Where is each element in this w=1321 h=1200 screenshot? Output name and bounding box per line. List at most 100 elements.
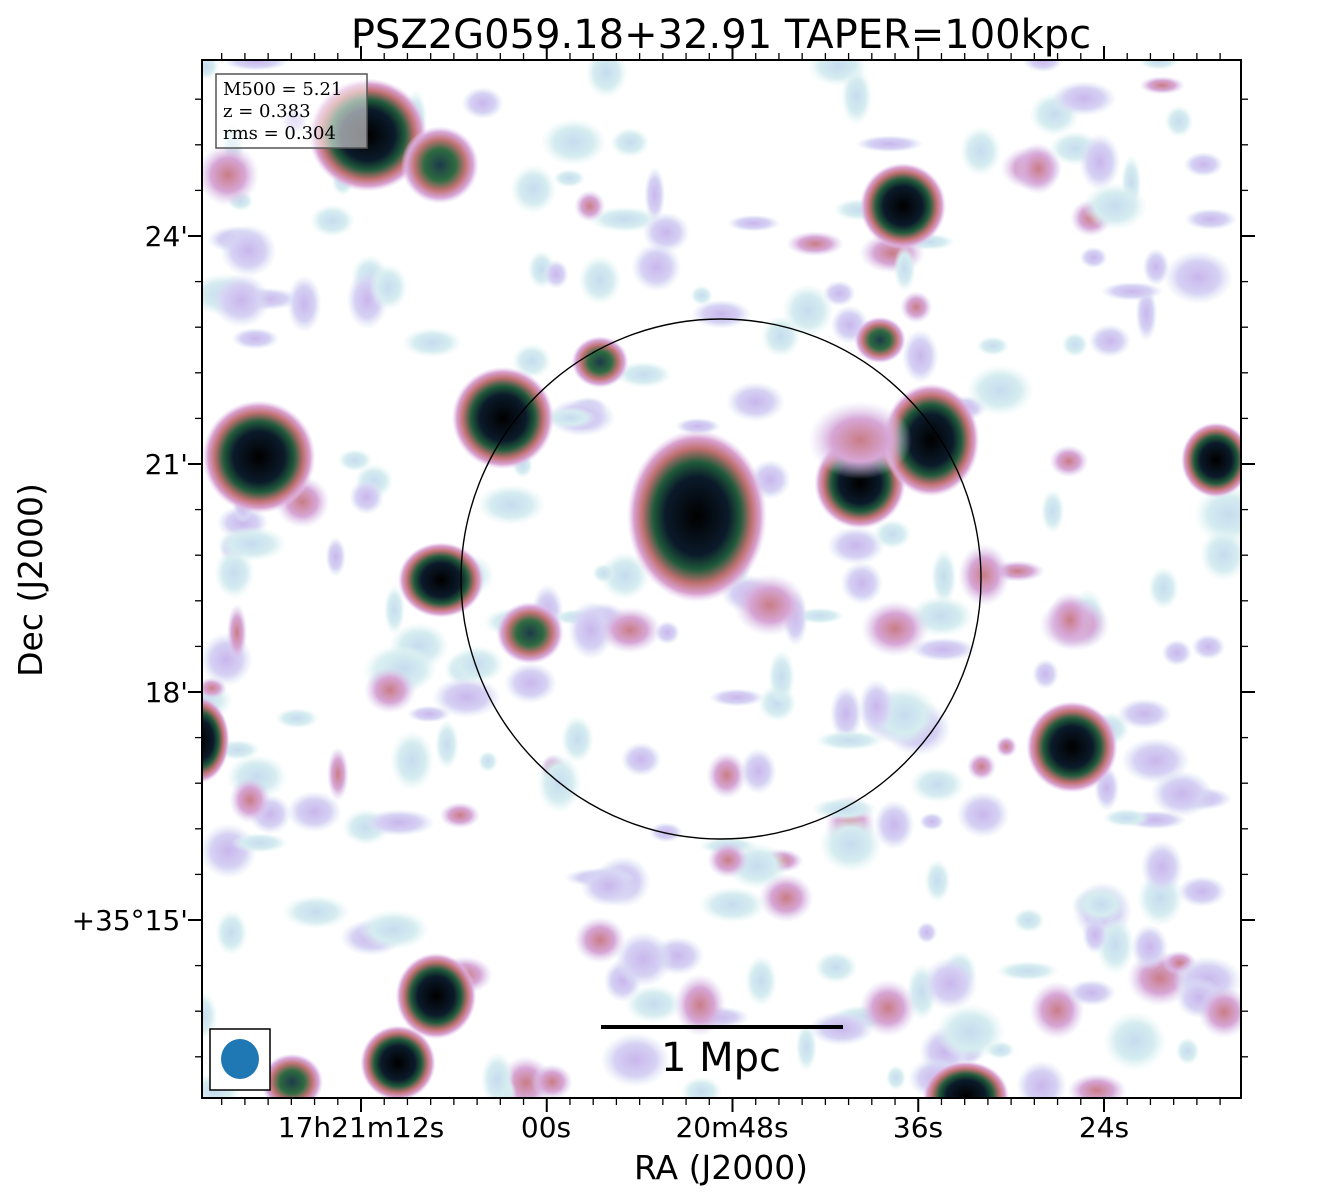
radio-source [1026,701,1118,793]
noise-blob [691,299,752,329]
noise-blob [631,242,682,292]
noise-blob [1183,151,1224,177]
noise-blob [1082,915,1108,954]
emission-patch [202,143,260,207]
noise-blob [690,285,713,306]
noise-blob [1191,633,1226,660]
noise-blob [727,214,781,232]
noise-blob [363,809,435,837]
x-tick-label: 17h21m12s [278,1111,445,1144]
noise-blob [1199,528,1241,582]
noise-blob [814,951,858,984]
noise-blob [1142,248,1170,286]
x-axis-label: RA (J2000) [634,1148,808,1187]
noise-blob [744,955,778,1007]
noise-blob [1079,246,1108,269]
noise-blob [830,685,863,742]
plot-title: PSZ2G059.18+32.91 TAPER=100kpc [351,12,1091,58]
noise-blob [561,715,594,764]
noise-blob [873,799,915,850]
emission-patch [574,916,626,964]
noise-blob [1061,332,1089,358]
noise-blob [202,60,219,80]
noise-blob [223,60,289,71]
noise-blob [924,859,951,903]
emission-patch [1046,591,1094,649]
noise-blob [814,730,884,751]
radio-source [401,126,479,204]
radio-image [202,60,1241,1098]
noise-blob [725,381,786,422]
rms-text: rms = 0.304 [223,123,336,144]
noise-blob [1164,105,1194,138]
noise-blob [1032,658,1059,690]
noise-blob [1103,1011,1167,1071]
noise-blob [1161,639,1193,666]
noise-blob [620,742,662,777]
radio-source [859,162,947,250]
noise-blob [976,336,1010,356]
noise-blob [960,126,1002,177]
noise-blob [202,991,218,1040]
noise-blob [956,790,1010,838]
noise-blob [432,676,501,718]
noise-blob [588,206,661,233]
noise-blob [476,484,546,526]
info-box: M500 = 5.21 z = 0.383 rms = 0.304 [215,73,368,149]
noise-blob [574,190,606,223]
noise-blob [220,224,277,277]
noise-blob [439,802,481,829]
noise-blob [858,679,895,735]
noise-blob [1131,924,1169,971]
noise-blob [1163,250,1234,305]
noise-blob [706,751,747,799]
noise-blob [1067,979,1116,1006]
emission-patch [1198,986,1241,1038]
noise-blob [383,585,406,635]
radio-source [882,383,980,497]
radio-source [451,366,555,470]
x-tick-label: 24s [1079,1111,1129,1144]
y-axis-label: Dec (J2000) [11,483,50,677]
noise-blob [580,864,637,907]
noise-blob [407,705,451,723]
noise-blob [996,961,1059,981]
emission-patch [531,1063,573,1098]
noise-blob [855,135,924,153]
noise-blob [600,551,650,600]
noise-blob [1139,76,1185,95]
emission-patch [808,401,912,479]
noise-blob [402,327,462,358]
noise-blob [275,708,319,729]
noise-blob [644,166,666,223]
noise-blob [827,526,885,565]
noise-blob [675,417,721,435]
noise-blob [349,479,384,515]
noise-blob [1015,142,1062,195]
emission-patch [598,606,662,654]
noise-blob [1148,566,1180,610]
noise-blob [819,816,883,873]
noise-blob [840,561,884,605]
noise-blob [916,921,938,944]
emission-patch [958,543,1010,607]
noise-blob [510,164,557,214]
noise-blob [1016,1060,1067,1098]
emission-patch [364,666,416,714]
radio-source [571,336,629,388]
noise-blob [768,649,795,705]
noise-blob [893,245,916,292]
noise-blob [600,1032,671,1088]
radio-source [496,601,564,665]
noise-blob [885,1065,907,1091]
noise-blob [841,67,872,126]
noise-blob [1012,908,1045,933]
redshift-text: z = 0.383 [223,101,311,122]
noise-blob [337,448,373,472]
noise-blob [578,255,622,305]
noise-blob [434,719,459,770]
noise-blob [215,909,248,956]
noise-blob [231,327,280,350]
noise-blob [1076,886,1126,923]
noise-blob [624,985,683,1023]
